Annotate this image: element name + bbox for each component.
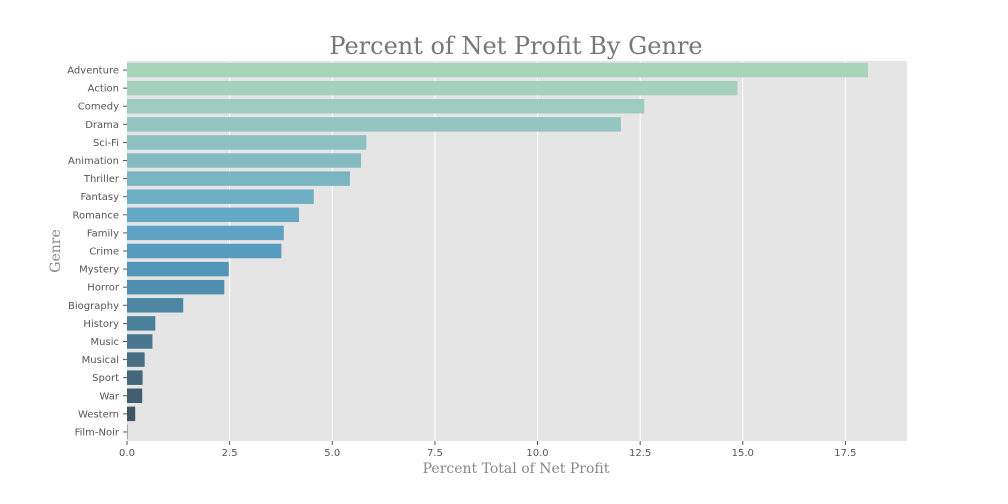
bar-crime — [127, 243, 282, 259]
x-tick-label: 0.0 — [119, 448, 135, 459]
bar-adventure — [127, 62, 868, 78]
bar-comedy — [127, 99, 645, 114]
x-tick-label: 5.0 — [324, 448, 340, 459]
bar-family — [127, 225, 284, 241]
bars — [127, 62, 868, 440]
y-tick-label: Film-Noir — [75, 427, 120, 438]
y-tick-label: Music — [91, 337, 119, 348]
bar-drama — [127, 117, 621, 132]
y-tick-label: Horror — [87, 283, 120, 294]
bar-romance — [127, 207, 300, 223]
bar-action — [127, 80, 738, 96]
y-tick-label: Action — [88, 84, 119, 95]
bar-musical — [127, 352, 145, 367]
y-tick-label: History — [83, 319, 119, 330]
x-tick-label: 2.5 — [222, 448, 238, 459]
y-tick-labels: Adventure Action Comedy Drama Sci-Fi Animatio… — [67, 66, 127, 438]
y-tick-label: Comedy — [78, 102, 119, 113]
y-axis-label: Genre — [48, 229, 64, 272]
bar-western — [127, 406, 136, 422]
y-tick-label: Sport — [92, 373, 119, 384]
y-tick-label: Western — [78, 409, 119, 420]
bar-thriller — [127, 171, 350, 186]
y-tick-label: Sci-Fi — [93, 138, 119, 149]
x-tick-labels: 0.0 2.5 5.0 7.5 10.0 12.5 15.0 17.5 — [119, 441, 857, 459]
bar-war — [127, 388, 143, 403]
y-tick-label: Mystery — [79, 265, 119, 276]
y-tick-label: Thriller — [83, 174, 120, 185]
bar-history — [127, 316, 156, 331]
bar-mystery — [127, 261, 229, 277]
x-tick-label: 10.0 — [526, 448, 548, 459]
y-tick-label: Fantasy — [81, 192, 120, 203]
x-tick-label: 15.0 — [732, 448, 754, 459]
bar-music — [127, 334, 153, 349]
y-tick-label: War — [100, 391, 120, 402]
y-tick-label: Drama — [85, 120, 119, 131]
bar-sport — [127, 370, 143, 385]
y-tick-label: Romance — [73, 210, 119, 221]
bar-fantasy — [127, 189, 314, 204]
bar-sci-fi — [127, 135, 367, 150]
bar-animation — [127, 153, 361, 168]
x-tick-label: 17.5 — [834, 448, 856, 459]
y-tick-label: Family — [87, 228, 119, 239]
y-tick-label: Adventure — [67, 66, 119, 77]
y-tick-label: Biography — [68, 301, 119, 312]
y-tick-label: Crime — [89, 247, 119, 258]
x-tick-label: 12.5 — [629, 448, 651, 459]
x-tick-label: 7.5 — [427, 448, 443, 459]
bar-biography — [127, 298, 184, 313]
y-tick-label: Musical — [82, 355, 119, 366]
chart-title: Percent of Net Profit By Genre — [329, 32, 702, 60]
x-axis-label: Percent Total of Net Profit — [423, 461, 610, 477]
y-tick-label: Animation — [68, 156, 119, 167]
bar-horror — [127, 279, 225, 295]
